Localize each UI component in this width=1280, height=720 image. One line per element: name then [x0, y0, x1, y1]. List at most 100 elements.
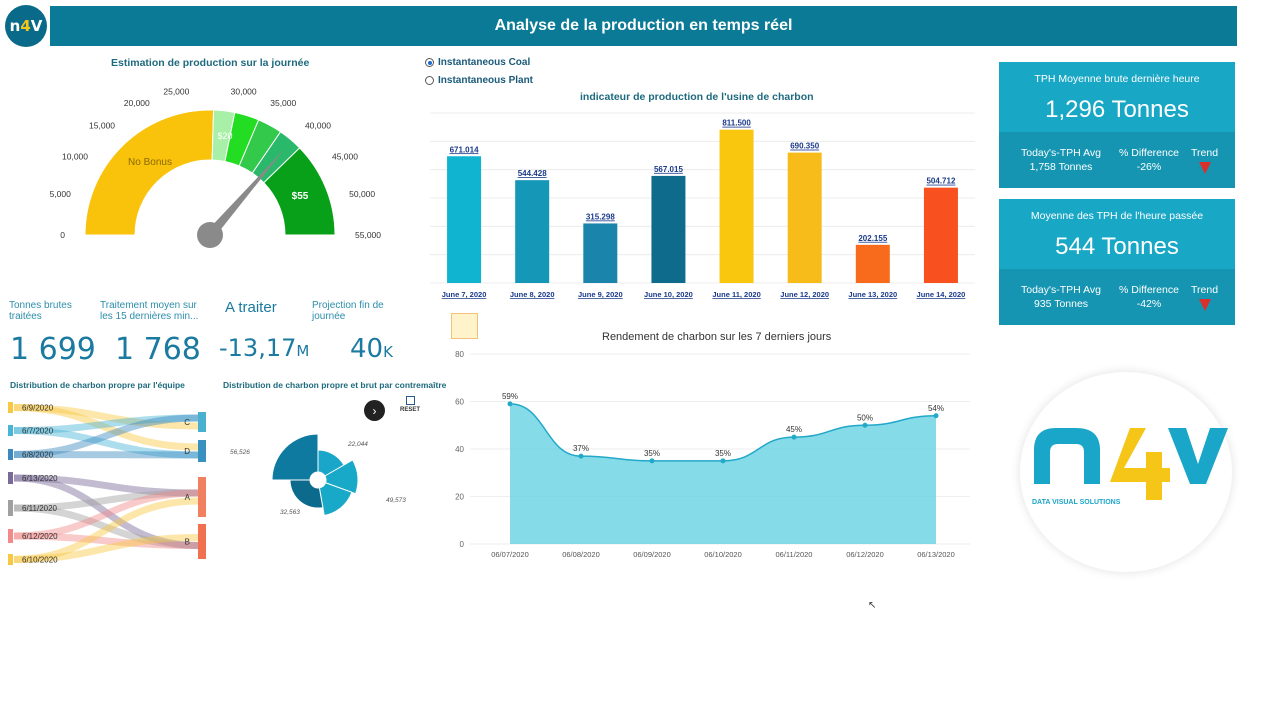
- kpi-value-tonnes-brutes: 1 699: [10, 332, 96, 367]
- gauge-needle: [206, 148, 286, 239]
- gauge-tick-label: 45,000: [332, 152, 358, 162]
- sunburst-value-label: 22,044: [347, 441, 368, 448]
- gauge-title: Estimation de production sur la journée: [111, 57, 310, 69]
- sankey-link: [13, 404, 199, 430]
- gauge-tick-label: 5,000: [50, 189, 72, 199]
- production-bar-chart: 671.014 June 7, 2020 544.428 June 8, 2020 31…: [430, 112, 975, 299]
- sunburst-center[interactable]: [311, 473, 325, 487]
- gauge-label-no-bonus: No Bonus: [128, 157, 172, 168]
- sankey-link: [13, 534, 199, 563]
- area-x-tick: 06/09/2020: [633, 550, 671, 559]
- gauge-tick-label: 30,000: [231, 86, 257, 96]
- area-y-tick: 40: [455, 445, 464, 454]
- area-point[interactable]: [720, 458, 726, 464]
- n4v-brand-logo: DATA VISUAL SOLUTIONS: [1020, 372, 1232, 572]
- gauge-tick-label: 15,000: [89, 120, 115, 130]
- sankey-date-node: [8, 554, 13, 565]
- bar-category-label: June 9, 2020: [578, 290, 623, 299]
- bar[interactable]: [719, 129, 754, 283]
- card-diff-label: % Difference: [1119, 147, 1179, 159]
- bar-category-label: June 10, 2020: [644, 290, 693, 299]
- area-point[interactable]: [933, 413, 939, 419]
- kpi-label-projection: Projection fin de journée: [312, 300, 384, 322]
- n4v-logo-mark: DATA VISUAL SOLUTIONS: [1032, 428, 1228, 506]
- chart-type-icon[interactable]: [451, 313, 478, 339]
- bar[interactable]: [447, 156, 482, 283]
- sunburst-slice[interactable]: [289, 479, 324, 509]
- sankey-link: [13, 504, 199, 549]
- logo-letter-v: V: [30, 17, 43, 35]
- bar-data-label: 504.712: [926, 177, 955, 186]
- area-y-tick: 80: [455, 350, 464, 359]
- bar-data-label: 315.298: [586, 212, 615, 221]
- kpi-label-a-traiter: A traiter: [225, 299, 277, 316]
- sunburst-title: Distribution de charbon propre et brut p…: [223, 380, 447, 390]
- bar[interactable]: [923, 187, 958, 283]
- card-big-value: 1,296 Tonnes: [1045, 96, 1189, 123]
- yield-area-chart: 0 20 40 60 80 59% 06/07/2020 37% 06/08/2020 35% 06…: [455, 350, 970, 559]
- gauge-tick-label: 50,000: [349, 189, 375, 199]
- sankey-link: [13, 532, 199, 549]
- bar[interactable]: [651, 175, 686, 283]
- card-avg: Today's-TPH Avg 935 Tonnes: [1021, 283, 1101, 311]
- sankey-date-node: [8, 449, 13, 460]
- mouse-cursor-icon: ↖: [868, 600, 877, 611]
- sunburst-slice[interactable]: [318, 482, 353, 517]
- radio-instantaneous-coal[interactable]: Instantaneous Coal: [425, 57, 530, 68]
- sankey-date-node: [8, 529, 13, 543]
- sankey-date-label: 6/9/2020: [22, 404, 54, 413]
- sankey-title: Distribution de charbon propre par l'équ…: [10, 380, 185, 390]
- sankey-link: [13, 414, 199, 434]
- sankey-team-label: B: [185, 538, 190, 547]
- card-diff: % Difference -26%: [1119, 146, 1179, 174]
- bar[interactable]: [515, 180, 550, 283]
- area-point[interactable]: [791, 434, 797, 440]
- bar[interactable]: [855, 244, 890, 283]
- sankey-date-node: [8, 472, 13, 484]
- sankey-date-label: 6/7/2020: [22, 427, 54, 436]
- area-point[interactable]: [578, 453, 584, 459]
- bar-category-label: June 12, 2020: [780, 290, 829, 299]
- radio-selected-icon: [425, 58, 434, 67]
- sunburst-value-label: 32,563: [280, 509, 300, 516]
- area-data-label: 59%: [502, 392, 518, 401]
- area-point[interactable]: [862, 422, 868, 428]
- card-title: Moyenne des TPH de l'heure passée: [1030, 210, 1204, 222]
- radio-instantaneous-plant[interactable]: Instantaneous Plant: [425, 75, 533, 86]
- kpi-value-traitement-moyen: 1 768: [115, 332, 201, 367]
- sankey-link: [13, 427, 199, 459]
- sankey-link: [13, 489, 199, 512]
- brand-tagline: DATA VISUAL SOLUTIONS: [1032, 499, 1121, 506]
- kpi-value-a-traiter: -13,17M: [219, 334, 309, 362]
- area-point[interactable]: [649, 458, 655, 464]
- sankey-team-label: D: [184, 447, 190, 456]
- bar-data-label: 811.500: [722, 119, 751, 128]
- area-data-label: 54%: [928, 404, 944, 413]
- tph-card-last-hour: TPH Moyenne brute dernière heure 1,296 T…: [999, 62, 1235, 188]
- sankey-date-label: 6/11/2020: [22, 504, 58, 513]
- area-data-label: 35%: [644, 449, 660, 458]
- sankey-date-label: 6/8/2020: [22, 451, 54, 460]
- bar-chart-title: indicateur de production de l'usine de c…: [580, 91, 814, 103]
- sankey-team-label: C: [184, 418, 190, 427]
- bar-category-label: June 13, 2020: [848, 290, 897, 299]
- card-avg-value: 935 Tonnes: [1033, 298, 1089, 310]
- sankey-team-label: A: [185, 493, 191, 502]
- sunburst-slice[interactable]: [271, 433, 319, 481]
- chevron-right-icon[interactable]: ›: [364, 400, 385, 421]
- area-x-tick: 06/07/2020: [491, 550, 529, 559]
- area-point[interactable]: [507, 401, 513, 407]
- kpi-a-traiter-unit: M: [296, 342, 310, 360]
- bar-category-label: June 14, 2020: [917, 290, 966, 299]
- sankey-date-node: [8, 500, 13, 516]
- reset-label: RESET: [400, 407, 421, 413]
- sankey-link: [13, 474, 199, 497]
- trend-down-icon: [1198, 299, 1211, 311]
- card-trend: Trend: [1191, 146, 1218, 174]
- bar[interactable]: [583, 223, 618, 283]
- bar-data-label: 544.428: [518, 169, 547, 178]
- bar[interactable]: [787, 152, 822, 283]
- foreman-sunburst[interactable]: 56,526 22,044 49,573 32,563: [220, 420, 420, 530]
- reset-button[interactable]: RESET: [400, 396, 420, 413]
